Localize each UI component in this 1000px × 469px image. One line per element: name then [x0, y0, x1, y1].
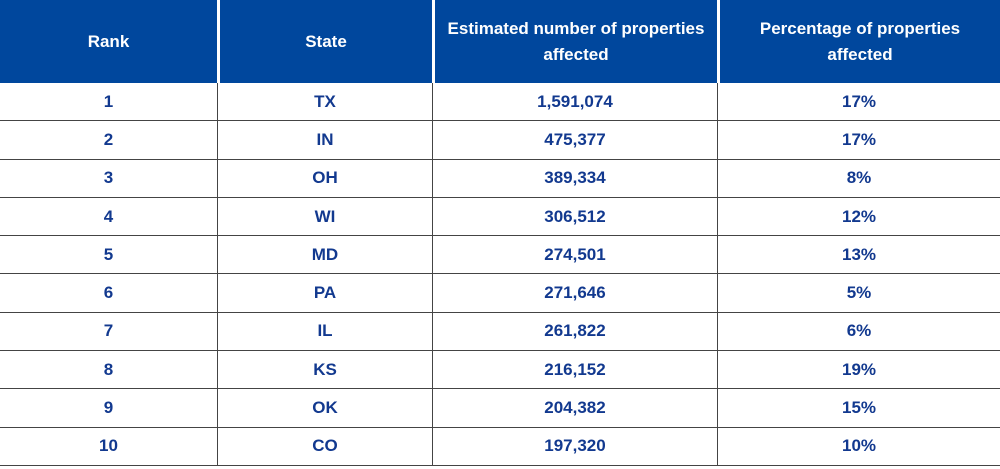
cell-rank: 6 [0, 274, 217, 313]
cell-estimated-number: 204,382 [432, 389, 717, 428]
cell-estimated-number: 389,334 [432, 159, 717, 198]
cell-rank: 10 [0, 428, 217, 466]
cell-percentage: 12% [717, 197, 1000, 237]
cell-percentage: 19% [717, 351, 1000, 390]
table-row: 3 OH 389,334 8% [0, 159, 1000, 198]
header-row: Rank State Estimated number of propertie… [0, 0, 1000, 83]
table-row: 8 KS 216,152 19% [0, 351, 1000, 390]
cell-rank: 1 [0, 83, 217, 122]
cell-state: IN [217, 121, 432, 160]
cell-rank: 2 [0, 121, 217, 160]
header-estimated-number: Estimated number of properties affected [432, 0, 717, 83]
table-row: 10 CO 197,320 10% [0, 427, 1000, 466]
cell-state: PA [217, 274, 432, 313]
table-row: 1 TX 1,591,074 17% [0, 83, 1000, 122]
cell-state: MD [217, 236, 432, 275]
cell-percentage: 17% [717, 83, 1000, 122]
header-rank: Rank [0, 0, 217, 83]
cell-estimated-number: 197,320 [432, 427, 717, 466]
cell-percentage: 5% [717, 274, 1000, 313]
table-row: 7 IL 261,822 6% [0, 312, 1000, 352]
cell-rank: 9 [0, 389, 217, 428]
cell-estimated-number: 475,377 [432, 121, 717, 160]
cell-percentage: 6% [717, 312, 1000, 352]
header-percentage: Percentage of properties affected [717, 0, 1000, 83]
cell-rank: 5 [0, 236, 217, 275]
cell-state: KS [217, 351, 432, 390]
cell-estimated-number: 261,822 [432, 312, 717, 352]
cell-percentage: 15% [717, 389, 1000, 428]
cell-rank: 4 [0, 198, 217, 237]
cell-state: CO [217, 427, 432, 466]
cell-state: WI [217, 197, 432, 237]
cell-estimated-number: 1,591,074 [432, 83, 717, 122]
header-state: State [217, 0, 432, 83]
table-row: 4 WI 306,512 12% [0, 197, 1000, 237]
cell-percentage: 13% [717, 236, 1000, 275]
table-row: 6 PA 271,646 5% [0, 274, 1000, 313]
cell-rank: 3 [0, 160, 217, 198]
cell-percentage: 17% [717, 121, 1000, 160]
cell-estimated-number: 274,501 [432, 236, 717, 275]
cell-state: OH [217, 159, 432, 198]
cell-state: TX [217, 83, 432, 122]
cell-rank: 7 [0, 313, 217, 352]
cell-state: IL [217, 312, 432, 352]
cell-rank: 8 [0, 351, 217, 390]
table-row: 5 MD 274,501 13% [0, 236, 1000, 275]
cell-state: OK [217, 389, 432, 428]
table-row: 9 OK 204,382 15% [0, 389, 1000, 428]
table-row: 2 IN 475,377 17% [0, 121, 1000, 160]
cell-estimated-number: 216,152 [432, 351, 717, 390]
cell-estimated-number: 306,512 [432, 197, 717, 237]
cell-percentage: 10% [717, 427, 1000, 466]
cell-percentage: 8% [717, 159, 1000, 198]
cell-estimated-number: 271,646 [432, 274, 717, 313]
